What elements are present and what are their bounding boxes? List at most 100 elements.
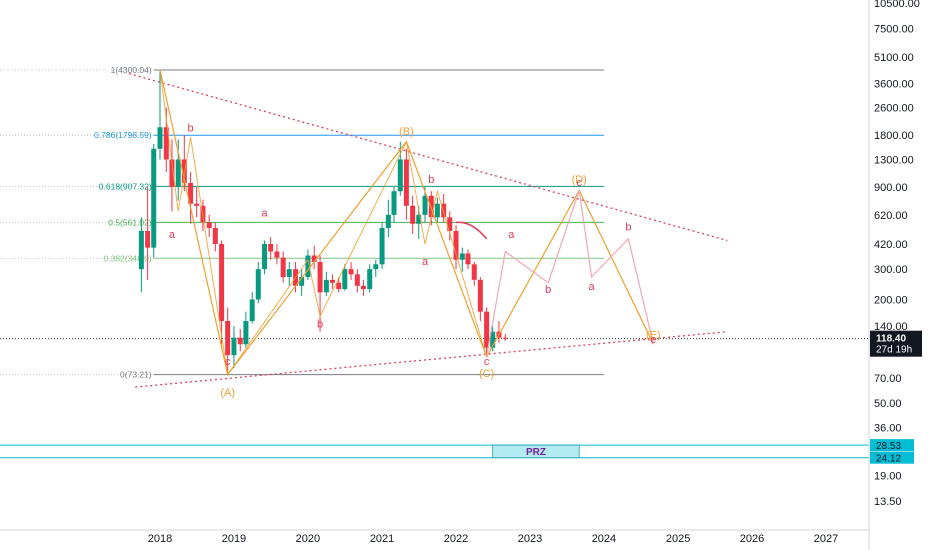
- wave-label: (D): [572, 174, 587, 186]
- time-axis[interactable]: 2018 2019 2020 2021 2022 2023 2024 2025 2026 2027: [0, 529, 869, 545]
- candle-body: [145, 230, 151, 248]
- lower-trendline[interactable]: [135, 331, 728, 388]
- time-tick-label: 2025: [666, 533, 690, 545]
- last-price-tag[interactable]: [870, 330, 922, 357]
- candle-body: [249, 299, 255, 321]
- time-tick-label: 2018: [148, 533, 172, 545]
- wave-label: c: [576, 177, 582, 189]
- subwave-path[interactable]: [159, 69, 488, 376]
- candle-body: [243, 320, 249, 345]
- candle-body: [305, 255, 311, 278]
- price-tick-label: 36.00: [874, 423, 902, 435]
- candle-body: [490, 331, 496, 348]
- prz-top-tag-label: 28.53: [876, 441, 901, 452]
- prz-zone: PRZ: [0, 444, 869, 459]
- curved-arrow: [455, 221, 488, 240]
- candle-body: [422, 195, 428, 215]
- wave-label: (B): [399, 126, 414, 138]
- price-tick-label: 900.00: [874, 182, 908, 194]
- price-tick-label: 140.00: [874, 321, 908, 333]
- time-tick-label: 2020: [296, 533, 320, 545]
- prz-bottom-tag-label: 24.12: [876, 454, 901, 465]
- wave-labels: (A) (B) (C) (D) (E) c e b a c a b c b a c a b a b: [169, 122, 661, 399]
- wave-label: b: [317, 319, 323, 331]
- candle-body: [354, 274, 360, 286]
- time-tick-label: 2021: [370, 533, 394, 545]
- candle-body: [453, 230, 459, 260]
- candle-body: [268, 243, 274, 252]
- price-tick-label: 1300.00: [874, 154, 914, 166]
- candle-body: [188, 182, 194, 204]
- price-tick-label: 620.00: [874, 210, 908, 222]
- candle-body: [175, 159, 181, 187]
- price-tick-label: 3600.00: [874, 78, 914, 90]
- candle-body: [410, 205, 416, 224]
- candle-body: [317, 262, 323, 293]
- price-tick-label: 13.50: [874, 496, 902, 508]
- wave-label: e: [650, 334, 656, 346]
- wave-label: (E): [646, 330, 661, 342]
- candle-body: [151, 148, 157, 248]
- candle-body: [181, 159, 187, 183]
- candle-body: [157, 127, 163, 149]
- price-tick-label: 19.00: [874, 471, 902, 483]
- prz-bottom-tag: [870, 451, 914, 464]
- fib-level-label: 1(4300.04): [111, 65, 152, 75]
- prz-box: [492, 444, 580, 459]
- triangle-trendlines[interactable]: [128, 72, 728, 388]
- time-tick-label: 2024: [592, 533, 616, 545]
- candle-body: [163, 127, 169, 160]
- price-axis[interactable]: 10500.00 7500.00 5100.00 3600.00 2600.00 1800…: [868, 0, 932, 550]
- price-tick-label: 1800.00: [874, 130, 914, 142]
- candle-body: [434, 203, 440, 218]
- candle-body: [403, 159, 409, 206]
- candle-body: [484, 311, 490, 348]
- candle-body: [206, 222, 212, 229]
- primary-wave-path[interactable]: [159, 69, 654, 376]
- projection-path[interactable]: [486, 190, 654, 357]
- wave-label: c: [404, 160, 410, 172]
- candle-body: [373, 264, 379, 270]
- candle-body: [286, 269, 292, 278]
- price-tick-label: 300.00: [874, 264, 908, 276]
- candle-body: [212, 228, 218, 244]
- candle-body: [385, 214, 391, 229]
- wave-label: a: [261, 207, 268, 219]
- price-tick-label: 420.00: [874, 239, 908, 251]
- wave-label: a: [589, 281, 596, 293]
- elliott-wave-paths[interactable]: [159, 69, 654, 376]
- fib-level-label: 0.618(907.32): [99, 181, 152, 191]
- candle-body: [416, 214, 422, 224]
- candle-body: [367, 269, 373, 290]
- price-tick-label: 200.00: [874, 294, 908, 306]
- price-tick-label: 70.00: [874, 373, 902, 385]
- wave-label: a: [508, 229, 515, 241]
- candle-body: [459, 253, 465, 260]
- price-tick-label: 50.00: [874, 398, 902, 410]
- candle-body: [311, 255, 317, 263]
- time-tick-label: 2023: [518, 533, 542, 545]
- upper-trendline[interactable]: [128, 72, 728, 242]
- fibonacci-levels[interactable]: 1(4300.04) 0.786(1798.59) 0.618(907.32) 0.5…: [0, 65, 604, 380]
- candle-body: [262, 243, 268, 270]
- candle-body: [255, 269, 261, 300]
- fib-level-label: 0.786(1798.59): [94, 130, 152, 140]
- wave-label: c: [484, 356, 490, 368]
- candle-body: [502, 337, 508, 339]
- last-price-value: 118.40: [876, 334, 906, 345]
- price-tick-label: 5100.00: [874, 52, 914, 64]
- candle-body: [428, 195, 434, 218]
- fib-level-label: 0(73.21): [120, 370, 152, 380]
- price-tick-label: 7500.00: [874, 23, 914, 35]
- prz-top-tag: [870, 439, 914, 452]
- candle-body: [329, 279, 335, 283]
- wave-label: b: [625, 222, 631, 234]
- time-tick-label: 2022: [444, 533, 468, 545]
- candle-body: [336, 282, 342, 290]
- fib-level-label: 0.382(346.9): [104, 253, 152, 263]
- time-tick-label: 2026: [740, 533, 764, 545]
- candle-body: [237, 337, 243, 345]
